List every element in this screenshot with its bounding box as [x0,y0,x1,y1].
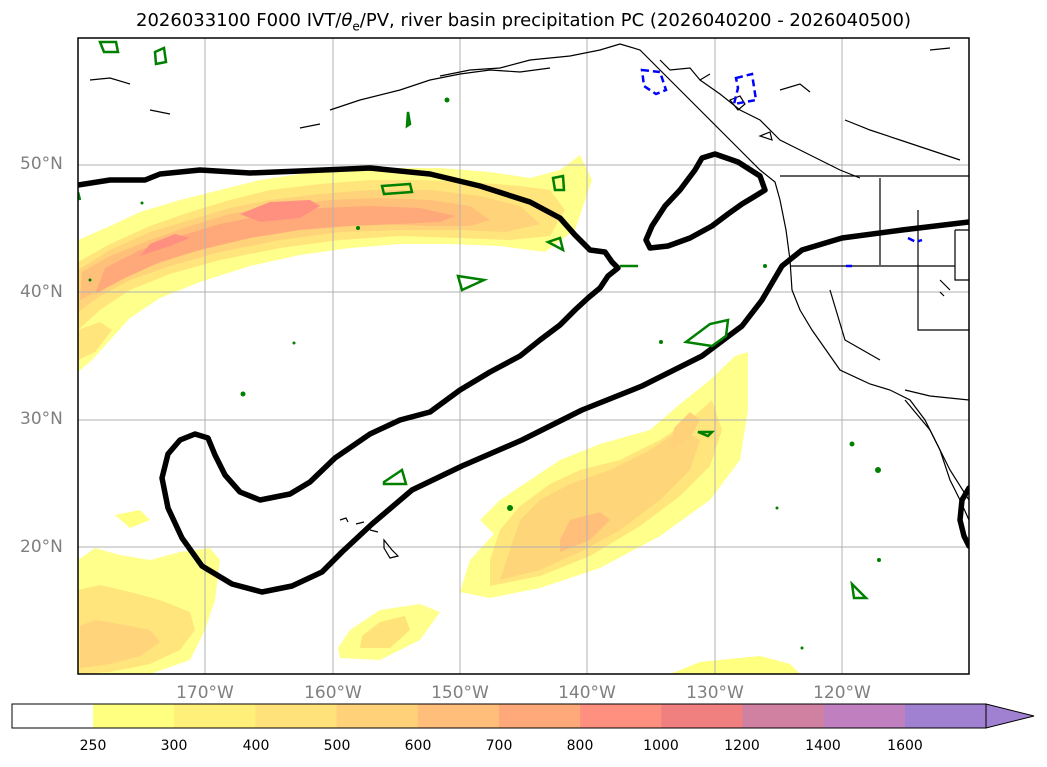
colorbar-label: 400 [242,738,270,754]
colorbar-segment [580,704,662,728]
lon-label-140w: 140°W [558,683,616,703]
colorbar-segment-below [12,704,93,728]
colorbar-segment [823,704,906,728]
lon-label-150w: 150°W [431,683,489,703]
colorbar-label: 700 [485,738,513,754]
colorbar [12,704,987,728]
colorbar-label: 1200 [724,738,760,754]
colorbar-segment [417,704,500,728]
colorbar-segment [498,704,581,728]
lon-label-170w: 170°W [176,683,234,703]
lon-label-160w: 160°W [304,683,362,703]
lat-label-50n: 50°N [20,154,63,174]
theta-e-dots [88,97,881,650]
colorbar-segment [904,704,987,728]
lat-label-30n: 30°N [20,409,63,429]
colorbar-segment [174,704,256,728]
colorbar-label: 300 [160,738,188,754]
lat-label-20n: 20°N [20,537,63,557]
colorbar-segment [93,704,175,728]
colorbar-segment [661,704,743,728]
ivt-fill-north-plume [78,155,592,372]
colorbar-segment [742,704,825,728]
colorbar-label: 800 [566,738,594,754]
ivt-contour [78,151,969,595]
map-frame [77,37,970,675]
colorbar-extend-arrow [985,703,1035,729]
colorbar-frame [11,703,987,729]
lon-label-130w: 130°W [686,683,744,703]
colorbar-label: 250 [79,738,107,754]
lon-label-120w: 120°W [813,683,871,703]
colorbar-segment [336,704,419,728]
colorbar-segment [255,704,338,728]
graticule [78,38,969,674]
ivt-fill-south-band [78,352,800,674]
lat-label-40n: 40°N [20,282,63,302]
colorbar-label: 1400 [805,738,841,754]
colorbar-label: 600 [404,738,432,754]
colorbar-label: 500 [323,738,351,754]
colorbar-label: 1600 [887,738,923,754]
pv-contours [640,68,923,268]
map-title: 2026033100 F000 IVT/θe/PV, river basin p… [136,10,911,34]
theta-e-contours [78,40,870,600]
colorbar-label: 1000 [643,738,679,754]
coastline-north-america [89,43,969,559]
